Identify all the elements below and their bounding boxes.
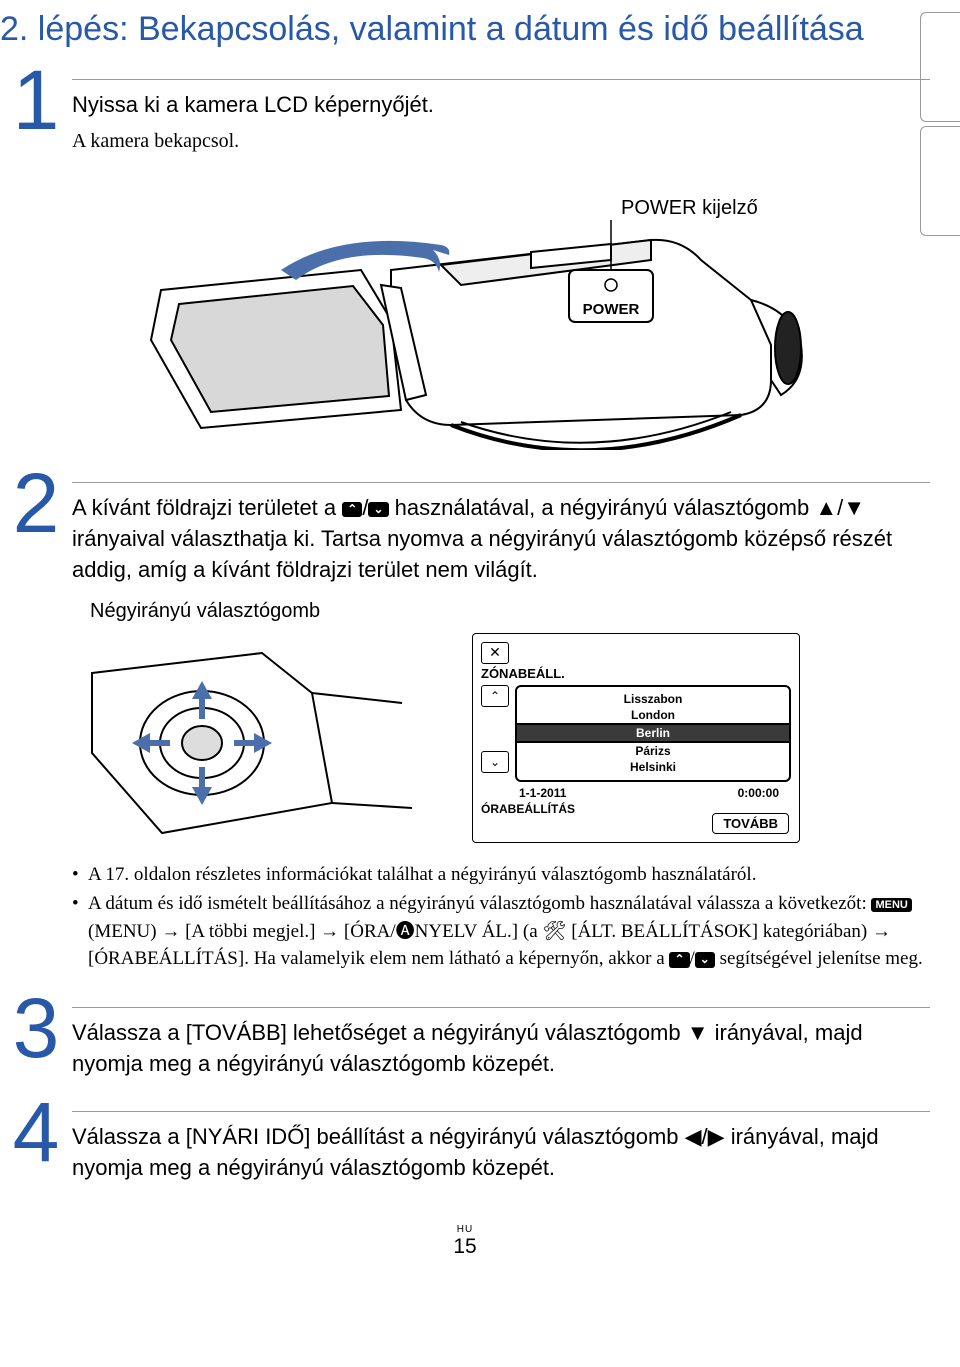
lcd-title: ZÓNABEÁLL. (481, 666, 791, 681)
lcd-list: Lisszabon London Berlin Párizs Helsinki (515, 685, 791, 782)
list-item: Lisszabon (517, 691, 789, 707)
selector-illustration (72, 633, 412, 843)
step-2-lead: A kívánt földrajzi területet a ⌃/⌄ haszn… (72, 493, 930, 585)
step-number: 1 (0, 71, 72, 130)
text-fragment: segítségével jelenítse meg. (720, 948, 923, 969)
power-word-text: POWER (583, 301, 640, 318)
close-icon: ✕ (481, 642, 509, 664)
up-icon: ⌃ (342, 502, 362, 517)
selector-label: Négyirányú választógomb (90, 600, 930, 623)
step-2: 2 A kívánt földrajzi területet a ⌃/⌄ has… (0, 474, 930, 975)
divider (72, 79, 930, 80)
divider (72, 1007, 930, 1008)
lcd-date: 1-1-2011 (519, 786, 566, 800)
wrench-icon: 🛠 (542, 921, 566, 942)
step-3: 3 Válassza a [TOVÁBB] lehetőséget a négy… (0, 999, 930, 1080)
lcd-up-icon: ⌃ (481, 685, 509, 707)
side-tab (920, 12, 960, 122)
step-1-sub: A kamera bekapcsol. (72, 126, 930, 156)
list-item: London (517, 707, 789, 725)
text-fragment: (MENU) → [A többi megjel.] → [ÓRA/ (88, 921, 396, 942)
step-4-lead: Válassza a [NYÁRI IDŐ] beállítást a négy… (72, 1122, 930, 1184)
page-title: 2. lépés: Bekapcsolás, valamint a dátum … (0, 8, 930, 51)
step-4: 4 Válassza a [NYÁRI IDŐ] beállítást a né… (0, 1103, 930, 1184)
step-2-notes: A 17. oldalon részletes információkat ta… (72, 861, 930, 973)
step-number: 3 (0, 999, 72, 1058)
lcd-screen: ✕ ZÓNABEÁLL. ⌃ ⌄ Lisszabon London Berlin… (472, 633, 800, 843)
text-fragment: NYELV ÁL.] (a (415, 921, 543, 942)
text-fragment: A kívánt földrajzi területet a (72, 495, 342, 520)
side-tab (920, 126, 960, 236)
menu-icon: MENU (871, 898, 911, 912)
footer-page: 15 (0, 1235, 930, 1259)
lcd-time: 0:00:00 (738, 786, 779, 800)
power-label-text: POWER kijelző (621, 197, 758, 219)
note-item: A dátum és idő ismételt beállításához a … (72, 890, 930, 973)
camera-illustration: POWER kijelző POWER (72, 170, 930, 450)
side-tabs (920, 12, 960, 240)
note-item: A 17. oldalon részletes információkat ta… (72, 861, 930, 889)
lang-icon: 🅐 (396, 921, 415, 942)
step-1: 1 Nyissa ki a kamera LCD képernyőjét. A … (0, 71, 930, 451)
text-fragment: A dátum és idő ismételt beállításához a … (88, 893, 871, 914)
divider (72, 482, 930, 483)
down-icon: ⌄ (368, 502, 388, 517)
step-2-figure-row: ✕ ZÓNABEÁLL. ⌃ ⌄ Lisszabon London Berlin… (72, 633, 930, 843)
footer-lang: HU (0, 1224, 930, 1235)
list-item: Párizs (517, 741, 789, 759)
step-1-lead: Nyissa ki a kamera LCD képernyőjét. (72, 90, 930, 121)
page-footer: HU 15 (0, 1224, 930, 1259)
step-3-lead: Válassza a [TOVÁBB] lehetőséget a négyir… (72, 1018, 930, 1080)
lcd-down-icon: ⌄ (481, 751, 509, 773)
divider (72, 1111, 930, 1112)
lcd-next-button: TOVÁBB (712, 813, 789, 834)
list-item: Helsinki (517, 759, 789, 775)
up-icon: ⌃ (669, 952, 689, 967)
step-number: 4 (0, 1103, 72, 1162)
step-number: 2 (0, 474, 72, 533)
down-icon: ⌄ (695, 952, 715, 967)
list-item-selected: Berlin (517, 725, 789, 741)
